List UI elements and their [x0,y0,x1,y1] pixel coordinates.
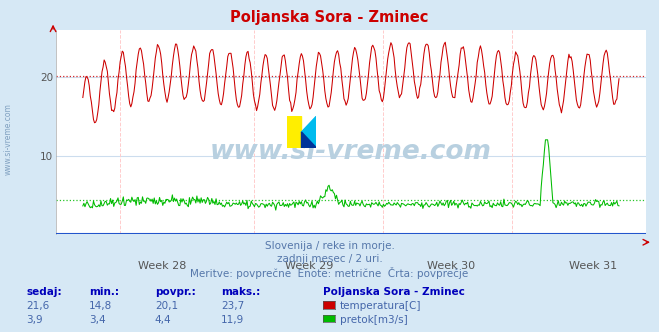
Text: Week 30: Week 30 [427,261,475,271]
Text: 14,8: 14,8 [89,301,112,311]
Text: Meritve: povprečne  Enote: metrične  Črta: povprečje: Meritve: povprečne Enote: metrične Črta:… [190,267,469,279]
Text: Week 29: Week 29 [285,261,334,271]
Polygon shape [302,132,316,148]
Polygon shape [287,116,302,148]
Text: maks.:: maks.: [221,287,260,297]
Text: 3,9: 3,9 [26,315,43,325]
Text: Slovenija / reke in morje.: Slovenija / reke in morje. [264,241,395,251]
Text: 23,7: 23,7 [221,301,244,311]
Text: Poljanska Sora - Zminec: Poljanska Sora - Zminec [230,10,429,25]
Text: min.:: min.: [89,287,119,297]
Text: Week 28: Week 28 [138,261,186,271]
Text: 4,4: 4,4 [155,315,171,325]
Polygon shape [302,116,316,148]
Text: povpr.:: povpr.: [155,287,196,297]
Text: temperatura[C]: temperatura[C] [340,301,422,311]
Text: Week 31: Week 31 [569,261,617,271]
Text: sedaj:: sedaj: [26,287,62,297]
Text: Poljanska Sora - Zminec: Poljanska Sora - Zminec [323,287,465,297]
Text: 21,6: 21,6 [26,301,49,311]
Text: zadnji mesec / 2 uri.: zadnji mesec / 2 uri. [277,254,382,264]
Text: www.si-vreme.com: www.si-vreme.com [210,139,492,165]
Text: pretok[m3/s]: pretok[m3/s] [340,315,408,325]
Text: www.si-vreme.com: www.si-vreme.com [4,104,13,175]
Text: 11,9: 11,9 [221,315,244,325]
Text: 20,1: 20,1 [155,301,178,311]
Text: 3,4: 3,4 [89,315,105,325]
